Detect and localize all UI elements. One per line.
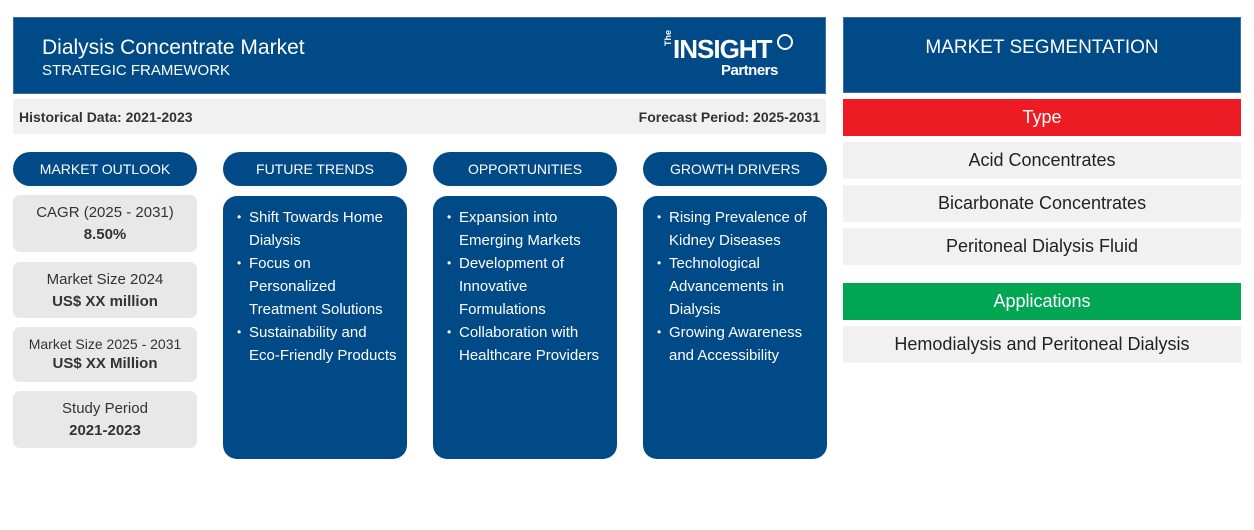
stat-market-size-2024: Market Size 2024 US$ XX million [13, 262, 197, 318]
segment-item: Bicarbonate Concentrates [843, 185, 1241, 222]
segment-category-type: Type [843, 99, 1241, 136]
list-item: Rising Prevalence of Kidney Diseases [657, 206, 819, 252]
stat-label: Market Size 2024 [46, 271, 164, 288]
historical-data: Historical Data: 2021-2023 [19, 109, 193, 125]
stat-value: 8.50% [83, 226, 127, 243]
stat-label: CAGR (2025 - 2031) [36, 204, 174, 221]
insight-partners-logo: The INSIGHT Partners [663, 29, 803, 82]
future-trends-box: Shift Towards Home Dialysis Focus on Per… [223, 196, 407, 459]
logo-insight-text: INSIGHT [673, 34, 772, 64]
future-trends-heading: FUTURE TRENDS [223, 152, 407, 186]
list-item: Expansion into Emerging Markets [447, 206, 609, 252]
list-item: Sustainability and Eco-Friendly Products [237, 321, 399, 367]
list-item: Shift Towards Home Dialysis [237, 206, 399, 252]
stat-value: US$ XX million [52, 293, 158, 310]
segment-item: Acid Concentrates [843, 142, 1241, 179]
logo-ring-icon [777, 34, 793, 50]
stat-study-period: Study Period 2021-2023 [13, 391, 197, 448]
market-segmentation-heading: MARKET SEGMENTATION [843, 17, 1241, 93]
list-item: Collaboration with Healthcare Providers [447, 321, 609, 367]
growth-drivers-heading: GROWTH DRIVERS [643, 152, 827, 186]
stat-market-size-forecast: Market Size 2025 - 2031 US$ XX Million [13, 327, 197, 382]
list-item: Development of Innovative Formulations [447, 252, 609, 321]
stat-value: 2021-2023 [69, 422, 141, 439]
stat-cagr: CAGR (2025 - 2031) 8.50% [13, 195, 197, 252]
stat-value: US$ XX Million [52, 355, 158, 372]
segment-item: Hemodialysis and Peritoneal Dialysis [843, 326, 1241, 363]
list-item: Focus on Personalized Treatment Solution… [237, 252, 399, 321]
page-title: Dialysis Concentrate Market [42, 36, 305, 59]
opportunities-box: Expansion into Emerging Markets Developm… [433, 196, 617, 459]
logo-partners-text: Partners [721, 62, 778, 79]
stat-label: Study Period [62, 400, 148, 417]
stat-label: Market Size 2025 - 2031 [28, 336, 182, 352]
page-subtitle: STRATEGIC FRAMEWORK [42, 62, 231, 79]
growth-drivers-box: Rising Prevalence of Kidney Diseases Tec… [643, 196, 827, 459]
list-item: Growing Awareness and Accessibility [657, 321, 819, 367]
opportunities-heading: OPPORTUNITIES [433, 152, 617, 186]
logo-the-text: The [663, 29, 673, 46]
period-bar: Historical Data: 2021-2023 Forecast Peri… [13, 99, 826, 134]
market-outlook-heading: MARKET OUTLOOK [13, 152, 197, 186]
forecast-period: Forecast Period: 2025-2031 [638, 109, 820, 125]
framework-header: Dialysis Concentrate Market STRATEGIC FR… [13, 17, 826, 94]
segment-category-applications: Applications [843, 283, 1241, 320]
list-item: Technological Advancements in Dialysis [657, 252, 819, 321]
segment-item: Peritoneal Dialysis Fluid [843, 228, 1241, 265]
